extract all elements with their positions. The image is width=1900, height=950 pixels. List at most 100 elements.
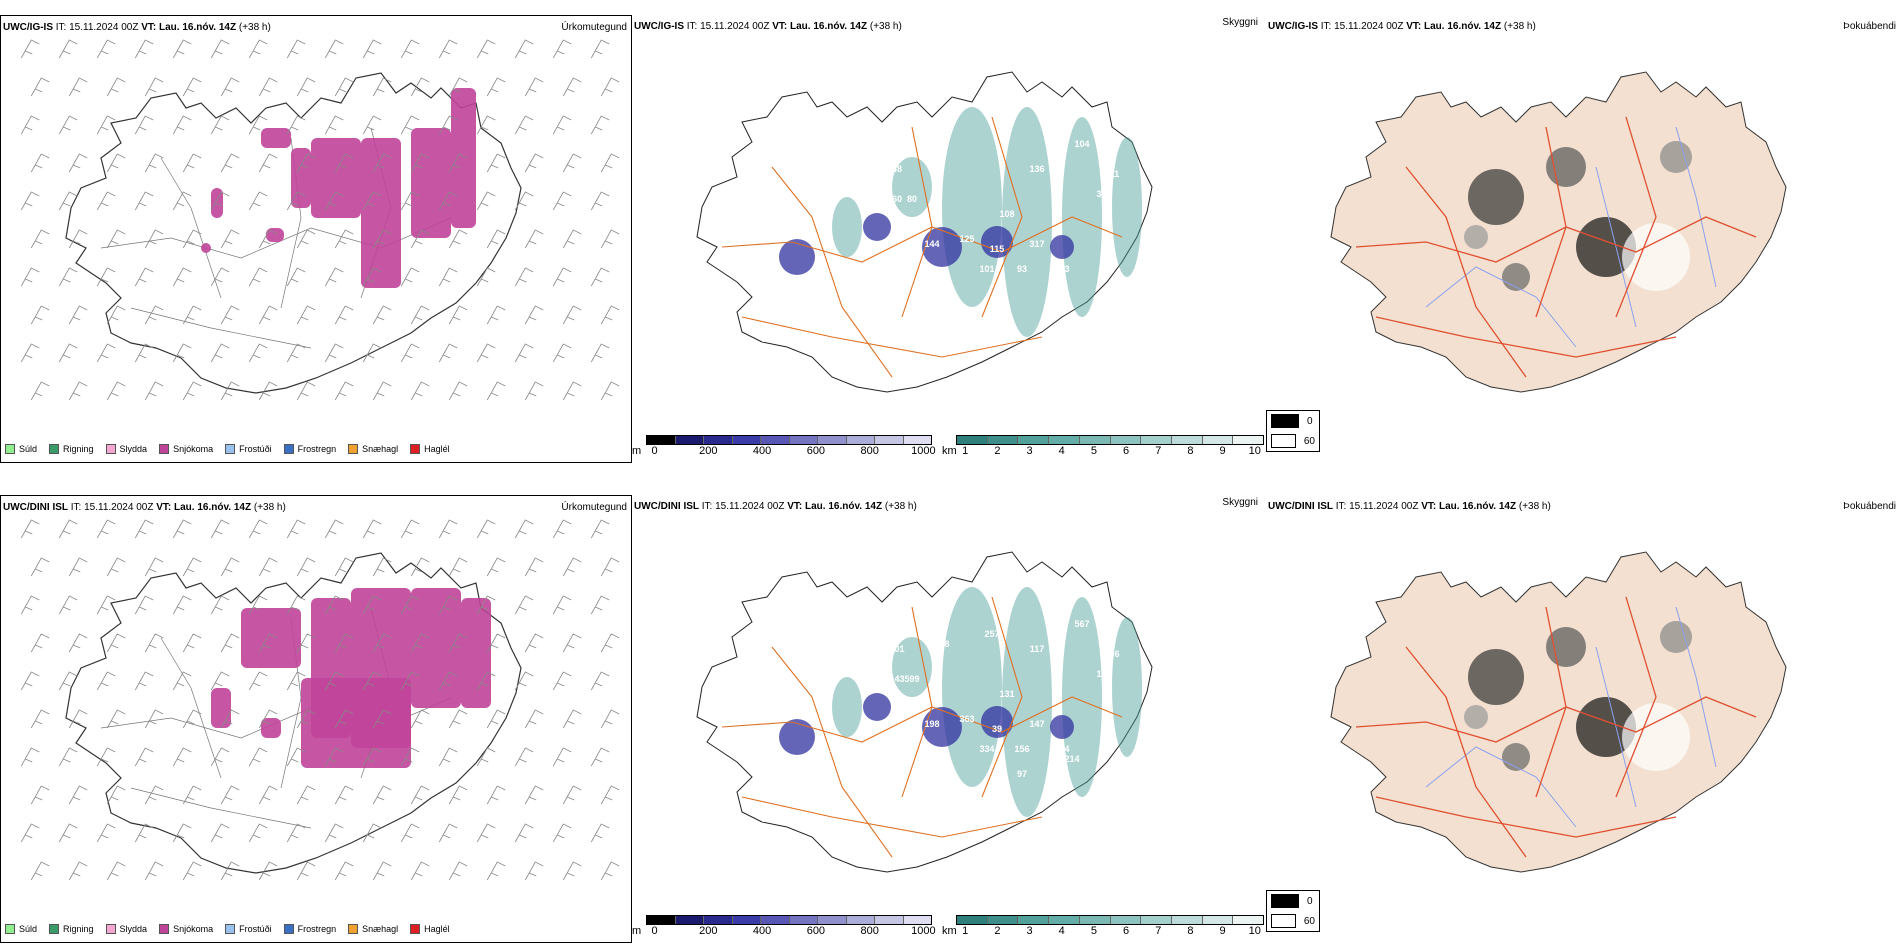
wind-barb (258, 381, 278, 401)
legend-swatch (410, 924, 421, 934)
wind-barb (514, 343, 534, 363)
wind-barb (552, 267, 572, 287)
legend-label: Snjókoma (173, 924, 214, 934)
height-bar-cell (647, 436, 676, 444)
wind-barb (486, 709, 506, 729)
wind-barb (562, 229, 582, 249)
wind-barb (220, 633, 240, 653)
wind-barb (476, 267, 496, 287)
wind-barb (438, 39, 458, 59)
wind-barb (144, 633, 164, 653)
wind-barb (96, 267, 116, 287)
it-label: IT: (55, 22, 67, 33)
wind-barb (96, 595, 116, 615)
wind-barb (552, 671, 572, 691)
legend-item-5: Frostregn (283, 444, 336, 454)
wind-barb (486, 785, 506, 805)
wind-barb (258, 785, 278, 805)
fog-legend-swatch (1271, 914, 1296, 928)
wind-barb (106, 633, 126, 653)
height-bar-cell (789, 916, 818, 924)
wind-barb (486, 381, 506, 401)
wind-barb (220, 229, 240, 249)
wind-barb (324, 39, 344, 59)
wind-barb (524, 861, 544, 881)
visibility-label: 104 (1096, 669, 1111, 679)
vis-bar-tick: 9 (1219, 445, 1226, 457)
visibility-label: 494 (1054, 744, 1069, 754)
wind-barb (334, 77, 354, 97)
low-visibility-band (942, 587, 1002, 787)
wind-barb (182, 633, 202, 653)
height-bar-ticks: 0 200 400 600 800 1000 (646, 925, 936, 937)
wind-barb (182, 861, 202, 881)
height-bar-tick: 0 (651, 445, 658, 457)
river-lines (1425, 126, 1717, 348)
fog-index-area (1546, 627, 1586, 667)
fog-panel-2: UWC/DINI ISL IT: 15.11.2024 00Z VT: Lau.… (1266, 495, 1900, 947)
wind-barb (514, 823, 534, 843)
vt-value: Lau. 16.nóv. 14Z (159, 22, 237, 33)
wind-barb (362, 115, 382, 135)
wind-barb (248, 519, 268, 539)
wind-barb (296, 709, 316, 729)
panel-title: Skyggni (1222, 497, 1258, 508)
coastline (1330, 71, 1787, 393)
wind-barb (372, 785, 392, 805)
low-visibility-band (892, 637, 932, 697)
vis-bar-cell (1049, 436, 1080, 444)
wind-barb (552, 519, 572, 539)
visibility-label: 60 (892, 194, 902, 204)
lead-time: (+38 h) (1503, 21, 1536, 32)
wind-barb (134, 747, 154, 767)
wind-barb (448, 633, 468, 653)
vt-label: VT: (787, 501, 803, 512)
legend-label: Haglél (424, 444, 450, 454)
snow-area (301, 678, 411, 768)
wind-barb (210, 115, 230, 135)
wind-barb (96, 115, 116, 135)
wind-barb (286, 747, 306, 767)
vis-bar-ticks: 1 2 3 4 5 6 7 8 9 10 (956, 445, 1264, 457)
legend-swatch (49, 924, 60, 934)
wind-barb (372, 709, 392, 729)
legend-label: Haglél (424, 924, 450, 934)
wind-barb (590, 191, 610, 211)
fog-index-area (1464, 705, 1488, 729)
wind-barb (68, 633, 88, 653)
snow-area (261, 718, 281, 738)
vis-bar-tick: 1 (962, 445, 969, 457)
row-2: UWC/DINI ISL IT: 15.11.2024 00Z VT: Lau.… (0, 492, 1900, 950)
wind-barb (514, 191, 534, 211)
wind-barb (20, 39, 40, 59)
wind-barb (182, 557, 202, 577)
wind-barb (438, 823, 458, 843)
wind-barb (68, 861, 88, 881)
wind-barb (248, 343, 268, 363)
wind-barb (562, 785, 582, 805)
wind-barb (172, 343, 192, 363)
wind-barb (296, 229, 316, 249)
visibility-label: 144 (924, 239, 939, 249)
wind-barb (258, 229, 278, 249)
lead-time: (+38 h) (884, 501, 917, 512)
vt-label: VT: (1421, 501, 1437, 512)
visibility-label: 80 (907, 194, 917, 204)
fog-index-area (1660, 141, 1692, 173)
wind-barb (334, 709, 354, 729)
vis-bar-cell (957, 916, 988, 924)
wind-barb (552, 343, 572, 363)
wind-barb (590, 343, 610, 363)
wind-barb (334, 785, 354, 805)
wind-barb (144, 557, 164, 577)
visibility-label: 257 (984, 629, 999, 639)
legend-label: Snjókoma (173, 444, 214, 454)
precip-map (20, 39, 620, 401)
snow-area (266, 228, 284, 242)
it-label: IT: (1335, 501, 1347, 512)
wind-barb (334, 861, 354, 881)
wind-barb (438, 747, 458, 767)
wind-barb (220, 153, 240, 173)
wind-barb (372, 229, 392, 249)
wind-barb (134, 39, 154, 59)
